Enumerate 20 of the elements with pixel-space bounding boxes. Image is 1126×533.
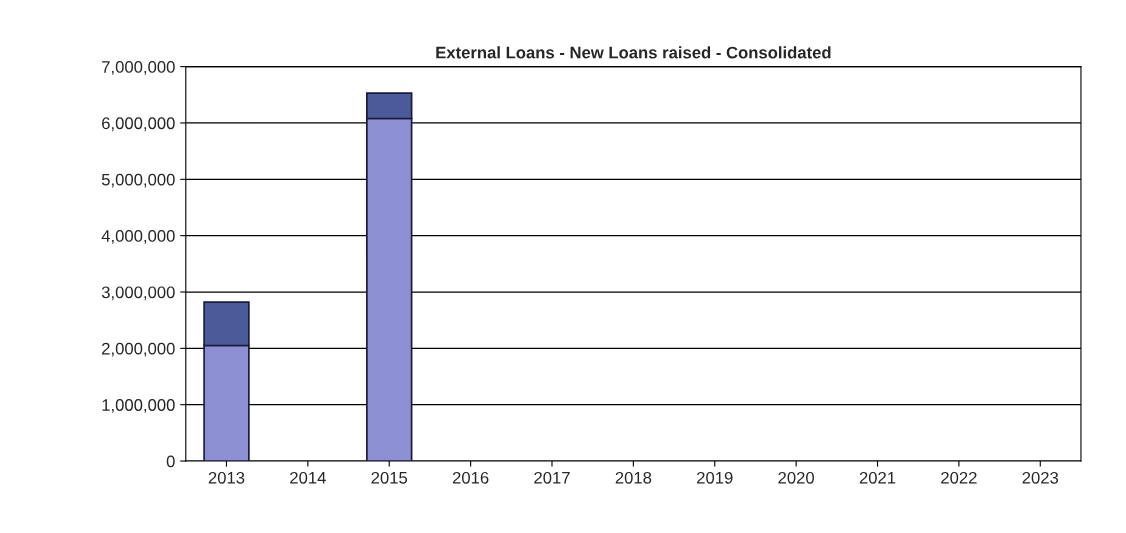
y-tick-label: 3,000,000: [101, 286, 175, 301]
y-tick-label: 6,000,000: [102, 117, 175, 132]
x-tick-label: 2022: [941, 471, 977, 484]
chart-title: External Loans - New Loans raised - Consolidated: [436, 46, 831, 59]
y-tick-label: 0: [166, 455, 175, 468]
y-tick-label: 5,000,000: [101, 173, 175, 188]
x-tick-label: 2016: [452, 471, 489, 484]
y-tick-label: 1,000,000: [102, 399, 175, 413]
x-tick-label: 2021: [859, 471, 896, 484]
y-tick-label: 2,000,000: [102, 342, 175, 357]
x-tick-label: 2014: [290, 471, 326, 484]
y-tick-label: 4,000,000: [101, 230, 175, 244]
x-tick-label: 2015: [371, 471, 408, 484]
x-tick-label: 2023: [1022, 471, 1059, 484]
x-tick-label: 2013: [208, 471, 245, 484]
x-tick-label: 2017: [534, 471, 570, 484]
x-tick-label: 2019: [697, 471, 733, 484]
x-tick-label: 2018: [615, 471, 652, 484]
y-tick-label: 7,000,000: [102, 61, 175, 75]
x-tick-label: 2020: [778, 471, 815, 484]
